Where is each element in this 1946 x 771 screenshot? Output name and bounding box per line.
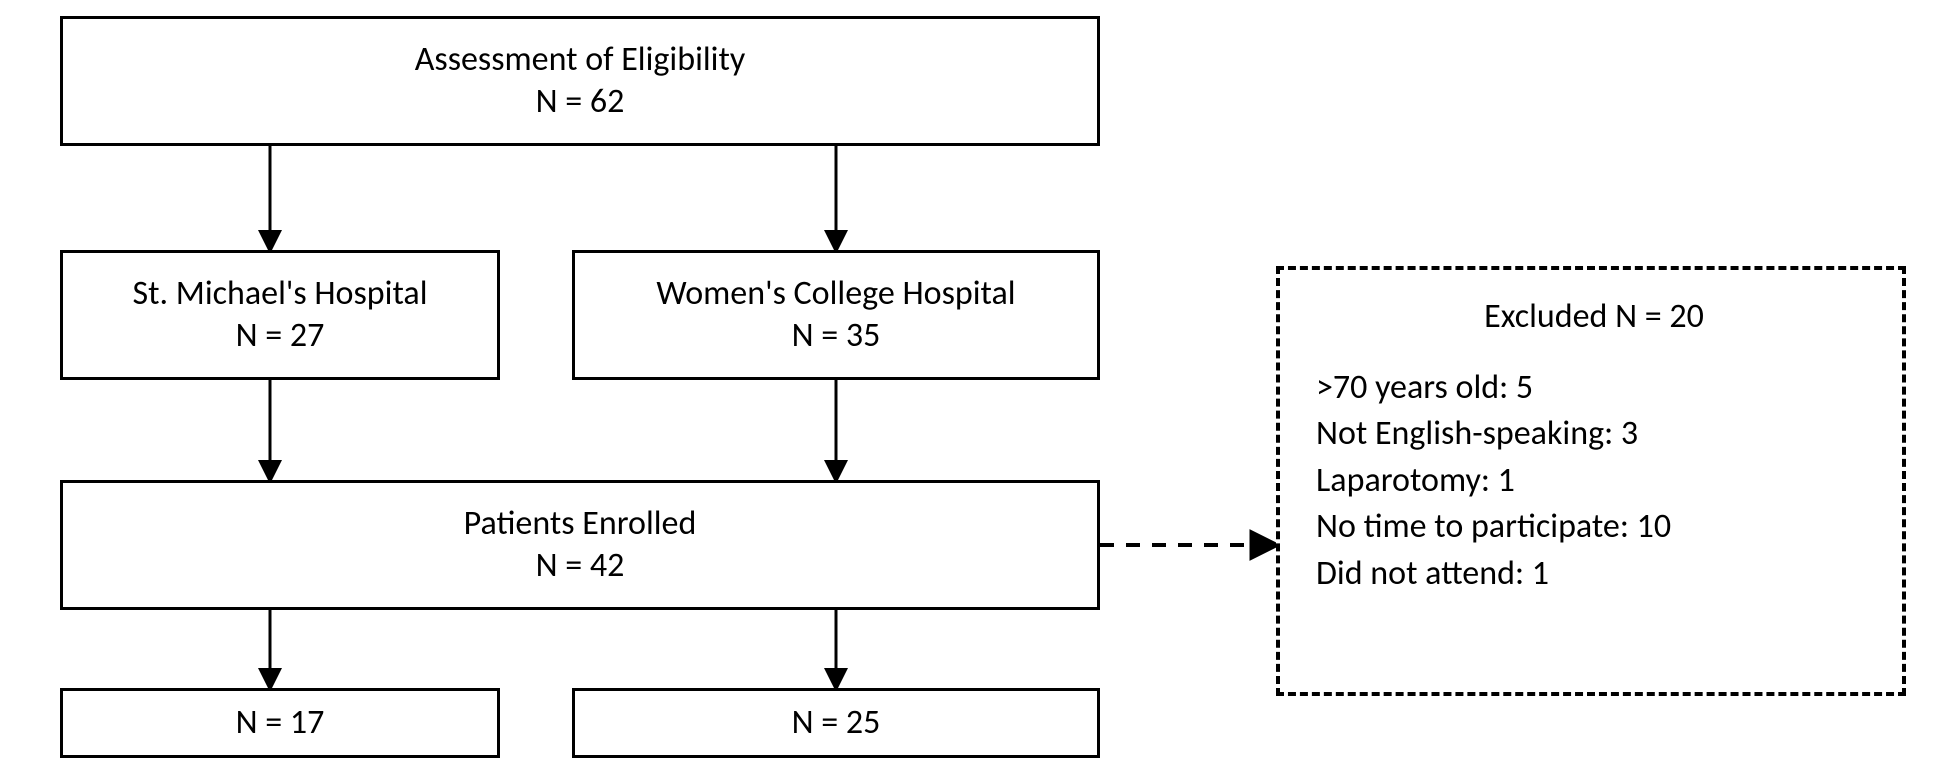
node-n: N = 17 xyxy=(236,702,325,745)
node-n17: N = 17 xyxy=(60,688,500,758)
node-title: Excluded N = 20 xyxy=(1484,296,1704,339)
excluded-reason: >70 years old: 5 xyxy=(1316,367,1671,410)
excluded-reason: Did not attend: 1 xyxy=(1316,553,1671,596)
node-enrolled: Patients Enrolled N = 42 xyxy=(60,480,1100,610)
node-title: Patients Enrolled xyxy=(464,503,697,546)
node-n: N = 35 xyxy=(792,315,881,358)
excluded-reason: Not English-speaking: 3 xyxy=(1316,413,1671,456)
excluded-reasons-list: >70 years old: 5Not English-speaking: 3L… xyxy=(1316,367,1671,600)
node-womens-college: Women's College Hospital N = 35 xyxy=(572,250,1100,380)
excluded-reason: Laparotomy: 1 xyxy=(1316,460,1671,503)
node-n: N = 62 xyxy=(536,81,625,124)
node-n: N = 25 xyxy=(792,702,881,745)
node-st-michaels: St. Michael's Hospital N = 27 xyxy=(60,250,500,380)
excluded-reason: No time to participate: 10 xyxy=(1316,506,1671,549)
flowchart-canvas: Assessment of Eligibility N = 62 St. Mic… xyxy=(0,0,1946,771)
node-excluded: Excluded N = 20 >70 years old: 5Not Engl… xyxy=(1276,266,1906,696)
node-title: Women's College Hospital xyxy=(656,273,1015,316)
node-title: Assessment of Eligibility xyxy=(415,39,746,82)
node-n: N = 42 xyxy=(536,545,625,588)
node-n: N = 27 xyxy=(236,315,325,358)
node-n25: N = 25 xyxy=(572,688,1100,758)
node-assessment: Assessment of Eligibility N = 62 xyxy=(60,16,1100,146)
node-title: St. Michael's Hospital xyxy=(132,273,427,316)
